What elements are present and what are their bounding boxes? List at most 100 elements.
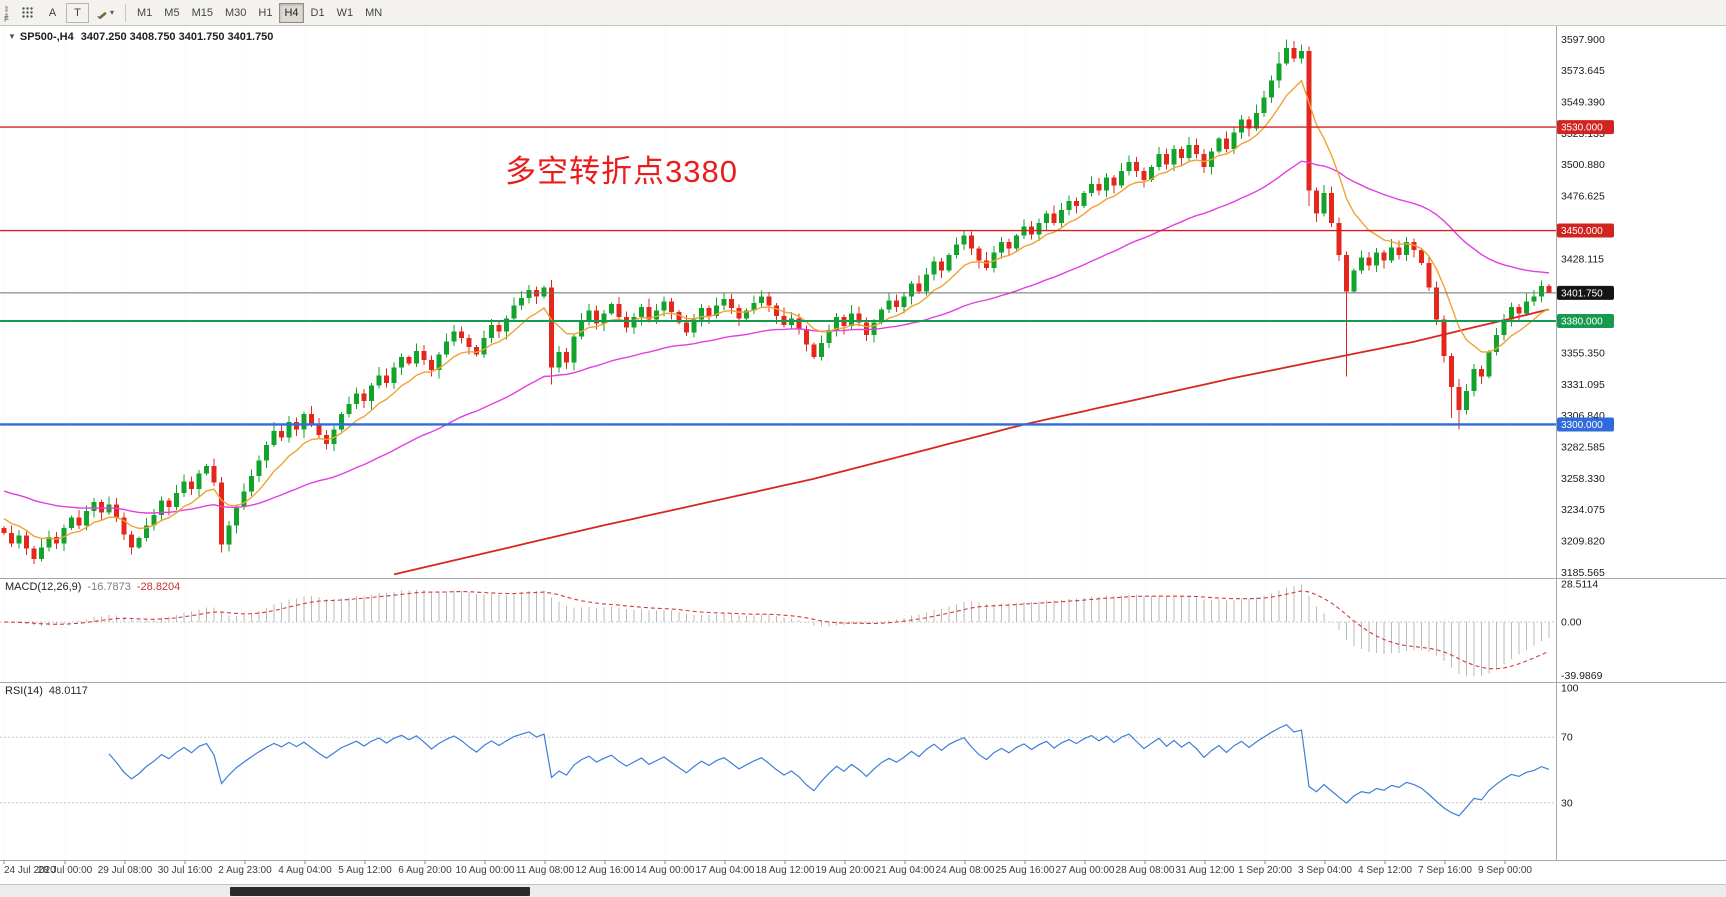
rsi-value: 48.0117 — [48, 685, 88, 697]
current-price-tag: 3401.750 — [1557, 285, 1614, 300]
text-label-tool-button[interactable]: A — [41, 3, 64, 23]
time-axis-label: 6 Aug 20:00 — [398, 865, 452, 876]
timeframe-button-m15[interactable]: M15 — [187, 3, 218, 23]
rsi-line — [108, 723, 1550, 817]
svg-text:3401.750: 3401.750 — [1561, 288, 1603, 299]
rsi-axis-label: 70 — [1561, 732, 1573, 744]
macd-axis-label: -39.9869 — [1561, 670, 1603, 682]
ma-fast-line — [3, 79, 1550, 540]
chevron-down-icon: ▾ — [110, 8, 115, 17]
price-axis-label: 3597.900 — [1561, 34, 1605, 46]
ohlc-values: 3407.250 3408.750 3401.750 3401.750 — [80, 31, 274, 43]
price-axis-label: 3209.820 — [1561, 536, 1605, 548]
time-axis-label: 3 Sep 04:00 — [1298, 865, 1352, 876]
timeframe-button-d1[interactable]: D1 — [306, 3, 330, 23]
price-axis-label: 3331.095 — [1561, 379, 1605, 391]
price-axis-label: 3258.330 — [1561, 473, 1605, 485]
time-axis-label: 31 Aug 12:00 — [1176, 865, 1235, 876]
time-axis-label: 4 Sep 12:00 — [1358, 865, 1412, 876]
text-box-tool-button[interactable]: T — [66, 2, 89, 23]
macd-signal-line — [3, 590, 1550, 670]
text-t-icon: T — [74, 6, 81, 19]
timeframe-button-mn[interactable]: MN — [360, 3, 387, 23]
time-axis-label: 24 Jul 2020 — [4, 865, 56, 876]
time-axis-label: 9 Sep 00:00 — [1478, 865, 1532, 876]
price-axis-label: 3500.880 — [1561, 159, 1605, 171]
timeframe-button-m30[interactable]: M30 — [220, 3, 251, 23]
price-axis[interactable]: 3597.9003573.6453549.3903525.1353500.880… — [1561, 34, 1605, 579]
price-axis-label: 3549.390 — [1561, 97, 1605, 109]
chart-grid-icon-button[interactable] — [16, 3, 39, 23]
time-axis-label: 5 Aug 12:00 — [338, 865, 392, 876]
ma-mid-line — [3, 160, 1550, 514]
symbol-period-label: SP500-,H4 — [19, 31, 74, 43]
price-tag-3450.000: 3450.000 — [1557, 223, 1614, 238]
chart-title: ▼ SP500-,H4 3407.250 3408.750 3401.750 340… — [8, 31, 273, 43]
rsi-indicator-label: RSI(14) 48.0117 — [5, 685, 88, 697]
time-axis-label: 18 Aug 12:00 — [756, 865, 815, 876]
timeframe-button-h1[interactable]: H1 — [253, 3, 277, 23]
timeframe-button-m5[interactable]: M5 — [159, 3, 184, 23]
horizontal-scrollbar[interactable] — [0, 884, 1726, 897]
macd-signal-value: -28.8204 — [136, 581, 181, 593]
drawing-tools-dropdown-button[interactable]: ▾ — [91, 3, 119, 23]
time-axis-label: 10 Aug 00:00 — [456, 865, 515, 876]
price-axis-label: 3282.585 — [1561, 441, 1605, 453]
price-axis-label: 3428.115 — [1561, 253, 1604, 265]
price-axis-label: 3573.645 — [1561, 65, 1605, 77]
toolbar: A T ▾ M1 M5 M15 M30 H1 H4 D1 W1 MN — [0, 0, 1726, 26]
macd-histogram — [11, 584, 1550, 677]
toolbar-f-label: F — [4, 15, 9, 24]
rsi-axis-label: 100 — [1561, 683, 1579, 695]
macd-axis-label: 28.5114 — [1561, 578, 1598, 590]
time-axis-label: 11 Aug 08:00 — [516, 865, 575, 876]
time-axis-label: 24 Aug 08:00 — [936, 865, 995, 876]
time-axis-label: 7 Sep 16:00 — [1418, 865, 1472, 876]
price-axis-label: 3185.565 — [1561, 567, 1605, 579]
macd-indicator-label: MACD(12,26,9) -16.7873 -28.8204 — [5, 581, 180, 593]
macd-name: MACD(12,26,9) — [5, 581, 82, 593]
price-axis-label: 3476.625 — [1561, 191, 1605, 203]
vertical-gridlines — [3, 27, 1506, 860]
time-axis-label: 28 Aug 08:00 — [1116, 865, 1175, 876]
macd-signal-layer — [3, 590, 1550, 670]
price-axis-label: 3355.350 — [1561, 347, 1605, 359]
chart-annotation-text: 多空转折点3380 — [505, 154, 738, 189]
timeframe-button-h4[interactable]: H4 — [279, 2, 304, 23]
timeframe-button-group: M1 M5 M15 M30 H1 H4 D1 W1 MN — [131, 2, 388, 23]
price-tag-3380.000: 3380.000 — [1557, 314, 1614, 329]
candles-layer — [1, 39, 1552, 565]
scrollbar-thumb[interactable] — [230, 887, 530, 896]
price-axis-label: 3234.075 — [1561, 504, 1605, 516]
time-axis-label: 30 Jul 16:00 — [158, 865, 213, 876]
time-axis-label: 29 Jul 08:00 — [98, 865, 153, 876]
time-axis-label: 27 Aug 00:00 — [1056, 865, 1115, 876]
time-axis-label: 12 Aug 16:00 — [576, 865, 635, 876]
chart-menu-triangle-icon: ▼ — [8, 32, 16, 41]
ma-slow-line — [393, 308, 1550, 576]
grid-dots-icon — [22, 7, 33, 18]
svg-text:3380.000: 3380.000 — [1561, 317, 1603, 328]
price-tag-3300.000: 3300.000 — [1557, 417, 1614, 432]
rsi-name: RSI(14) — [5, 685, 43, 697]
svg-text:3300.000: 3300.000 — [1561, 420, 1603, 431]
rsi-axis-label: 30 — [1561, 797, 1573, 809]
moving-averages-layer — [3, 79, 1550, 576]
macd-axis-label: 0.00 — [1561, 617, 1582, 629]
time-axis-label: 28 Jul 00:00 — [38, 865, 93, 876]
text-a-icon: A — [48, 6, 57, 19]
time-axis-label: 2 Aug 23:00 — [218, 865, 272, 876]
svg-text:3450.000: 3450.000 — [1561, 226, 1603, 237]
time-axis-label: 19 Aug 20:00 — [816, 865, 875, 876]
time-axis-label: 25 Aug 16:00 — [996, 865, 1055, 876]
toolbar-grip[interactable] — [3, 4, 12, 22]
pencil-icon — [97, 11, 107, 19]
timeframe-button-m1[interactable]: M1 — [132, 3, 157, 23]
time-axis-label: 1 Sep 20:00 — [1238, 865, 1292, 876]
price-tag-3530.000: 3530.000 — [1557, 120, 1614, 135]
timeframe-button-w1[interactable]: W1 — [332, 3, 359, 23]
time-axis-label: 14 Aug 00:00 — [636, 865, 695, 876]
